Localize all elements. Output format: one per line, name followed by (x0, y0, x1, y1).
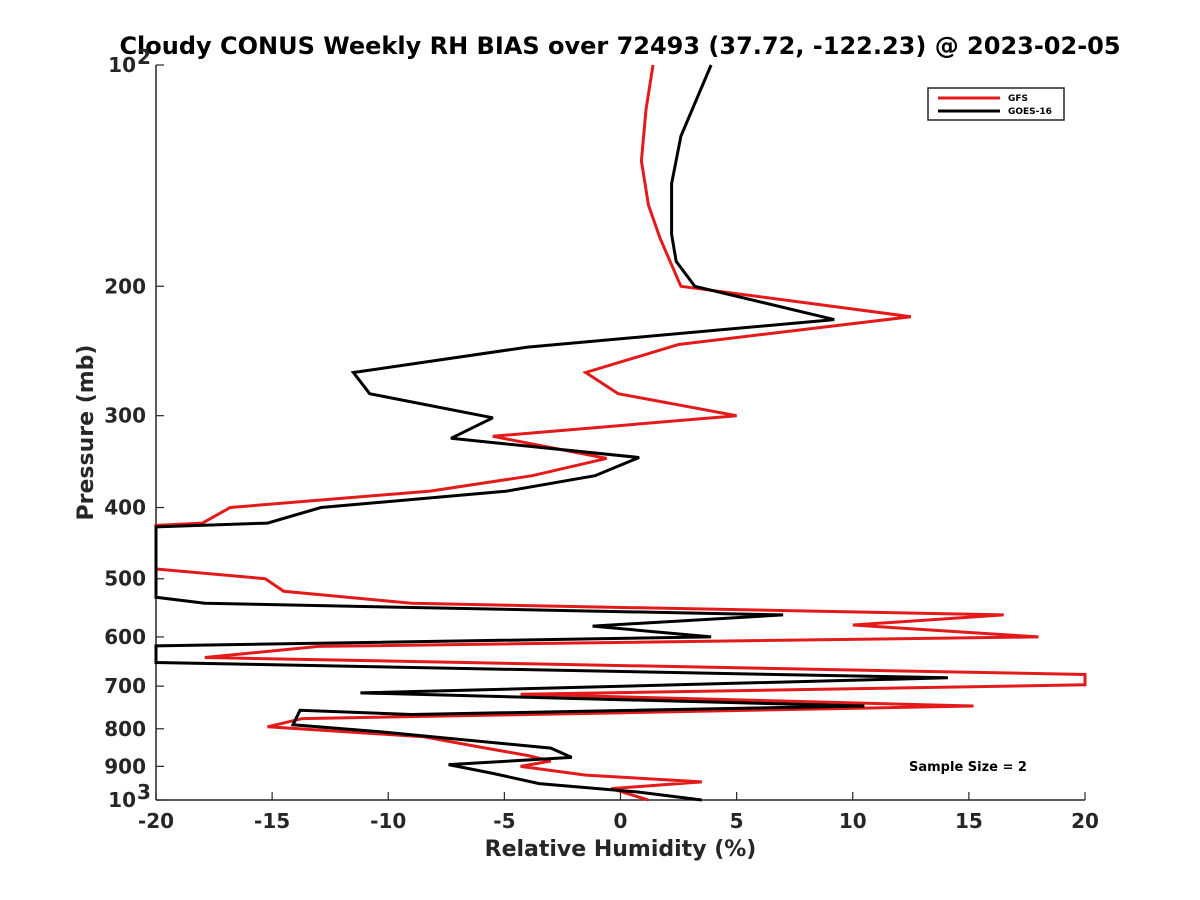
sample-size-annotation: Sample Size = 2 (909, 760, 1027, 775)
series-line-goes-16 (154, 64, 949, 802)
y-tick-label: 10 (108, 53, 136, 77)
x-tick-label: 20 (1071, 809, 1099, 833)
x-tick-label: 10 (839, 809, 867, 833)
legend-label: GOES-16 (1008, 107, 1052, 117)
x-tick-label: -10 (370, 809, 406, 833)
legend-label: GFS (1008, 94, 1028, 104)
x-tick-label: -15 (254, 809, 290, 833)
y-tick-exponent: 2 (137, 45, 151, 69)
y-tick-label: 10 (108, 788, 136, 812)
series-line-gfs (154, 64, 1087, 802)
legend-box (927, 87, 1065, 121)
y-tick-label: 800 (104, 717, 146, 741)
x-axis-label: Relative Humidity (%) (485, 837, 757, 862)
y-tick-label: 500 (104, 567, 146, 591)
y-tick-label: 700 (104, 674, 146, 698)
y-tick-label: 200 (104, 274, 146, 298)
x-tick-label: 5 (730, 809, 744, 833)
x-tick-label: 0 (614, 809, 628, 833)
chart-title: Cloudy CONUS Weekly RH BIAS over 72493 (… (119, 32, 1120, 60)
y-tick-label: 300 (104, 404, 146, 428)
y-axis-label: Pressure (mb) (74, 345, 99, 521)
x-tick-label: -20 (138, 809, 174, 833)
y-tick-label: 400 (104, 496, 146, 520)
y-tick-label: 600 (104, 625, 146, 649)
y-tick-label: 900 (104, 754, 146, 778)
x-tick-label: -5 (493, 809, 515, 833)
x-tick-label: 15 (955, 809, 983, 833)
y-tick-exponent: 3 (137, 780, 151, 804)
